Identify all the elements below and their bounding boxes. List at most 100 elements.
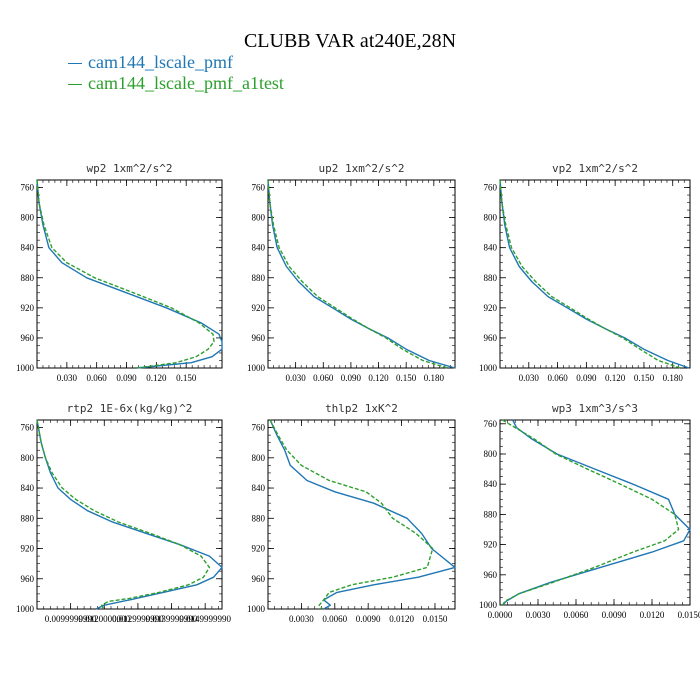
chart-panel-5: thlp2 1xK^2 760 800 840 880 920 960 1000 0.0030 0… — [247, 402, 456, 624]
x-tick-label: 0.090 — [341, 373, 362, 383]
y-tick-label: 880 — [252, 273, 266, 283]
y-tick-label: 760 — [484, 419, 498, 429]
x-tick-label: 0.0139999990 — [146, 614, 198, 624]
plot-frame — [499, 179, 691, 369]
panel-title: wp3 1xm^3/s^3 — [552, 402, 638, 415]
chart-panel-1: wp2 1xm^2/s^2 760 800 840 880 920 960 1000 0.030… — [16, 162, 223, 383]
y-tick-label: 880 — [21, 513, 35, 523]
y-tick-label: 760 — [252, 423, 266, 433]
x-tick-label: 0.0090 — [356, 614, 381, 624]
plot-frame — [267, 419, 456, 610]
y-tick-label: 880 — [21, 273, 35, 283]
x-tick-label: 0.180 — [424, 373, 445, 383]
y-tick-label: 840 — [252, 483, 266, 493]
y-tick-label: 760 — [484, 183, 498, 193]
chart-panel-3: vp2 1xm^2/s^2 760 800 840 880 920 960 1000 0.030… — [479, 162, 691, 383]
y-tick-label: 880 — [484, 509, 498, 519]
y-tick-label: 920 — [484, 303, 498, 313]
legend-swatch — [68, 63, 82, 65]
plot-frame — [499, 419, 691, 606]
x-tick-label: 0.090 — [576, 373, 597, 383]
y-tick-label: 960 — [252, 574, 266, 584]
x-tick-label: 0.090 — [116, 373, 137, 383]
x-tick-label: 0.060 — [87, 373, 108, 383]
y-tick-label: 1000 — [247, 604, 266, 614]
x-tick-label: 0.060 — [547, 373, 568, 383]
y-tick-label: 800 — [21, 453, 35, 463]
y-tick-label: 920 — [252, 544, 266, 554]
x-tick-label: 0.0149999990 — [179, 614, 231, 624]
x-tick-label: 0.0150 — [423, 614, 448, 624]
y-tick-label: 920 — [252, 303, 266, 313]
y-tick-label: 960 — [252, 333, 266, 343]
y-tick-label: 880 — [484, 273, 498, 283]
y-tick-label: 760 — [21, 183, 35, 193]
legend-item-series-2: cam144_lscale_pmf_a1test — [68, 73, 284, 94]
y-tick-label: 920 — [21, 544, 35, 554]
panel-title: thlp2 1xK^2 — [325, 402, 398, 415]
x-tick-label: 0.0060 — [564, 610, 589, 620]
y-tick-label: 1000 — [479, 363, 498, 373]
x-tick-label: 0.030 — [286, 373, 307, 383]
legend-label: cam144_lscale_pmf — [88, 52, 233, 72]
series-line-2 — [269, 419, 434, 610]
chart-panel-4: rtp2 1E-6x(kg/kg)^2 760 800 840 880 920 960 100… — [16, 402, 232, 624]
x-tick-label: 0.0120 — [389, 614, 414, 624]
x-tick-label: 0.120 — [605, 373, 626, 383]
x-tick-label: 0.0000 — [488, 610, 513, 620]
series-line-1 — [36, 179, 223, 369]
series-line-2 — [36, 179, 215, 369]
series-line-1 — [502, 419, 691, 606]
x-tick-label: 0.150 — [176, 373, 197, 383]
series-line-1 — [267, 179, 456, 369]
x-tick-label: 0.0099999990 — [45, 614, 97, 624]
series-line-2 — [501, 419, 680, 606]
x-tick-label: 0.0120 — [640, 610, 665, 620]
y-tick-label: 920 — [484, 540, 498, 550]
panel-title: vp2 1xm^2/s^2 — [552, 162, 638, 175]
y-tick-label: 1000 — [16, 604, 35, 614]
plot-frame — [36, 179, 223, 369]
series-line-2 — [499, 179, 681, 369]
y-tick-label: 960 — [484, 333, 498, 343]
x-tick-label: 0.120 — [146, 373, 167, 383]
x-tick-label: 0.0120000000 — [78, 614, 130, 624]
figure-title: CLUBB VAR at240E,28N — [243, 30, 457, 52]
legend-item-series-1: cam144_lscale_pmf — [68, 52, 233, 73]
x-tick-label: 0.120 — [368, 373, 389, 383]
x-tick-label: 0.0030 — [526, 610, 551, 620]
x-tick-label: 0.150 — [396, 373, 417, 383]
y-tick-label: 800 — [252, 213, 266, 223]
y-tick-label: 760 — [21, 423, 35, 433]
y-tick-label: 840 — [484, 479, 498, 489]
x-tick-label: 0.030 — [519, 373, 540, 383]
y-tick-label: 880 — [252, 513, 266, 523]
plot-frame — [267, 179, 456, 369]
series-line-1 — [36, 419, 223, 610]
x-tick-label: 0.0150 — [678, 610, 700, 620]
y-tick-label: 800 — [21, 213, 35, 223]
x-tick-label: 0.0060 — [322, 614, 347, 624]
x-tick-label: 0.0090 — [602, 610, 627, 620]
y-tick-label: 960 — [21, 333, 35, 343]
y-tick-label: 920 — [21, 303, 35, 313]
series-line-2 — [36, 419, 211, 610]
y-tick-label: 800 — [252, 453, 266, 463]
series-line-1 — [269, 419, 456, 610]
y-tick-label: 960 — [21, 574, 35, 584]
y-tick-label: 840 — [21, 483, 35, 493]
y-tick-label: 840 — [252, 243, 266, 253]
panel-title: up2 1xm^2/s^2 — [318, 162, 404, 175]
y-tick-label: 1000 — [16, 363, 35, 373]
y-tick-label: 1000 — [479, 600, 498, 610]
series-line-2 — [267, 179, 448, 369]
plot-frame — [36, 419, 223, 610]
x-tick-label: 0.180 — [663, 373, 684, 383]
x-tick-label: 0.0030 — [289, 614, 314, 624]
y-tick-label: 840 — [484, 243, 498, 253]
x-tick-label: 0.150 — [634, 373, 655, 383]
y-tick-label: 800 — [484, 449, 498, 459]
series-line-1 — [499, 179, 690, 369]
legend-label: cam144_lscale_pmf_a1test — [88, 73, 284, 93]
